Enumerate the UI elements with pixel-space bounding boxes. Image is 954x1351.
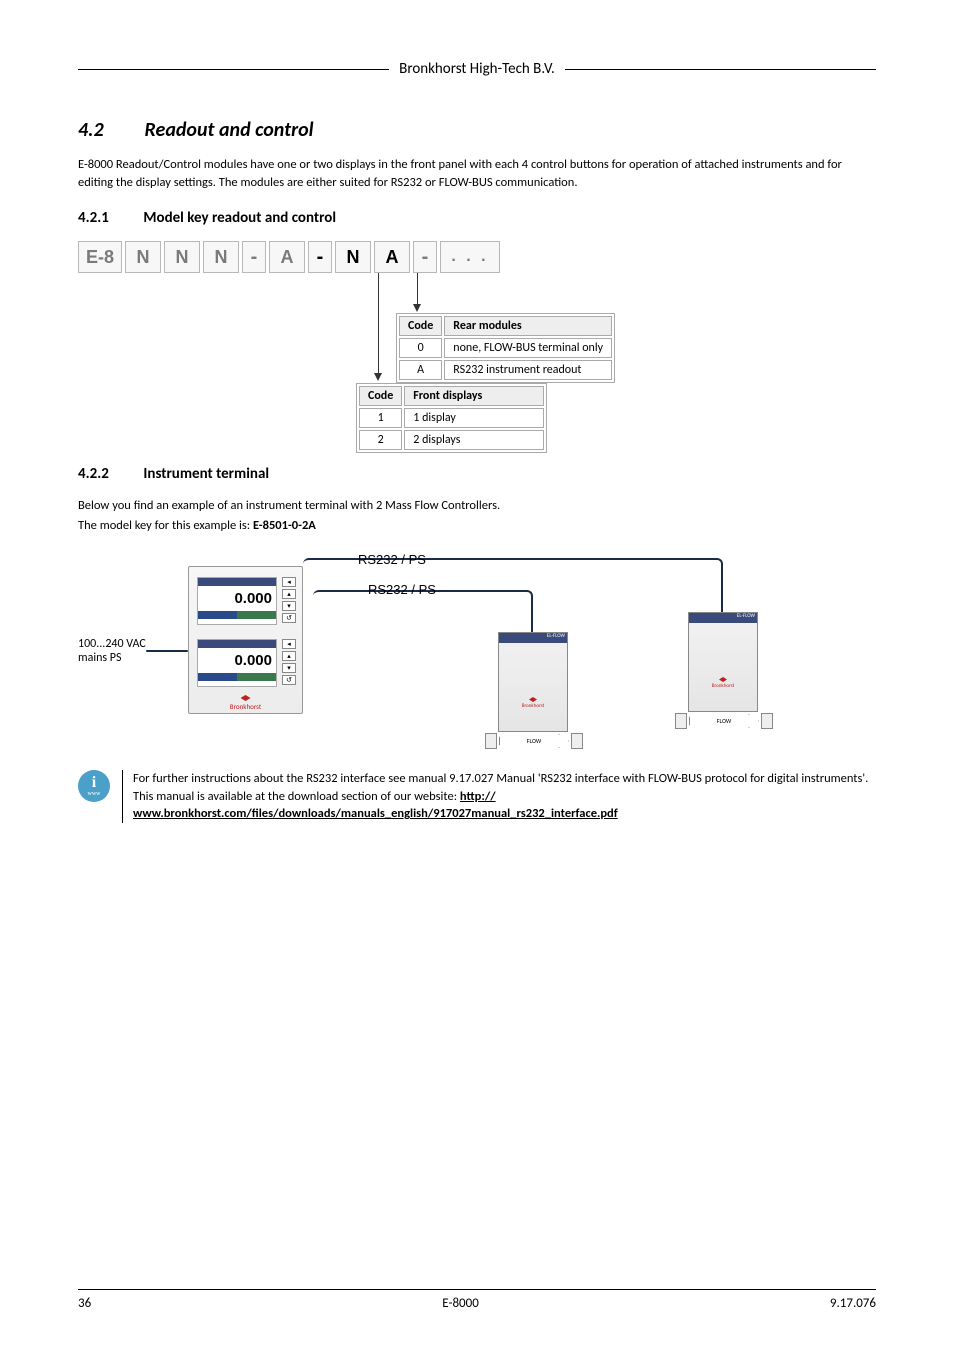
mk-cell: N bbox=[203, 241, 239, 273]
mk-cell: N bbox=[335, 241, 371, 273]
heading-title: Instrument terminal bbox=[143, 465, 269, 483]
display-foot bbox=[198, 673, 276, 681]
mains-1: 100...240 VAC bbox=[78, 637, 146, 651]
fitting-icon bbox=[485, 733, 497, 749]
flow-arrow-icon: FLOW bbox=[689, 714, 759, 728]
mk-cell: - bbox=[413, 241, 437, 273]
td-code: A bbox=[399, 360, 442, 380]
wire bbox=[146, 650, 188, 652]
info-callout: i www For further instructions about the… bbox=[78, 770, 876, 823]
rs232-label-1: RS232 / PS bbox=[358, 552, 426, 567]
heading-num: 4.2.1 bbox=[78, 209, 140, 227]
flow-body: Bronkhorst bbox=[689, 623, 757, 691]
mk-cell: A bbox=[374, 241, 410, 273]
display-bar bbox=[198, 640, 276, 648]
display-value: 0.000 bbox=[198, 586, 276, 607]
heading-num: 4.2.2 bbox=[78, 465, 140, 483]
page-footer: 36 E-8000 9.17.076 bbox=[78, 1289, 876, 1311]
mk-cell: N bbox=[164, 241, 200, 273]
brand-logo: Bronkhorst bbox=[499, 697, 567, 709]
info-text: For further instructions about the RS232… bbox=[122, 770, 876, 823]
mk-cell: A bbox=[269, 241, 305, 273]
connector-line bbox=[378, 273, 379, 375]
arrow-down-icon bbox=[413, 304, 421, 312]
company-name: Bronkhorst High-Tech B.V. bbox=[389, 60, 565, 78]
info-www: www bbox=[88, 791, 101, 797]
rule-left bbox=[78, 69, 389, 70]
display-foot bbox=[198, 611, 276, 619]
mains-label: 100...240 VAC mains PS bbox=[78, 637, 146, 666]
mk-cell: E-8 bbox=[78, 241, 122, 273]
display-2: 0.000 bbox=[197, 639, 277, 687]
mk-cell: - bbox=[308, 241, 332, 273]
sec422-line2: The model key for this example is: E-850… bbox=[78, 517, 876, 535]
info-i: i bbox=[92, 777, 96, 789]
display-1: 0.000 bbox=[197, 577, 277, 625]
info-body: For further instructions about the RS232… bbox=[133, 771, 868, 804]
td-desc: RS232 instrument readout bbox=[444, 360, 612, 380]
connector-line bbox=[417, 273, 418, 306]
flow-controller-2: EL-FLOW Bronkhorst FLOW bbox=[688, 612, 758, 712]
flow-base: FLOW bbox=[675, 711, 773, 731]
mk-cell: - bbox=[242, 241, 266, 273]
display-buttons: ◂▴▾↺ bbox=[282, 639, 298, 685]
rear-modules-table: CodeRear modules 0none, FLOW-BUS termina… bbox=[396, 313, 615, 383]
td-code: 1 bbox=[359, 408, 402, 428]
flow-controller-1: EL-FLOW Bronkhorst FLOW bbox=[498, 632, 568, 732]
heading-4-2: 4.2 Readout and control bbox=[78, 118, 876, 142]
td-code: 2 bbox=[359, 430, 402, 450]
brand-logo: Bronkhorst bbox=[689, 677, 757, 689]
heading-title: Readout and control bbox=[145, 118, 314, 142]
front-displays-table: CodeFront displays 11 display 22 display… bbox=[356, 383, 547, 453]
th-code: Code bbox=[399, 316, 442, 336]
td-desc: 1 display bbox=[404, 408, 544, 428]
fitting-icon bbox=[761, 713, 773, 729]
sec42-body: E-8000 Readout/Control modules have one … bbox=[78, 156, 876, 191]
instrument-terminal-diagram: 100...240 VAC mains PS RS232 / PS RS232 … bbox=[108, 552, 748, 752]
th-desc: Rear modules bbox=[444, 316, 612, 336]
brand-label: Bronkhorst bbox=[189, 695, 302, 711]
fitting-icon bbox=[571, 733, 583, 749]
heading-4-2-1: 4.2.1 Model key readout and control bbox=[78, 209, 876, 227]
rule-right bbox=[565, 69, 876, 70]
page-header: Bronkhorst High-Tech B.V. bbox=[78, 60, 876, 78]
line2-a: The model key for this example is: bbox=[78, 518, 253, 533]
footer-center: E-8000 bbox=[442, 1296, 479, 1311]
td-desc: 2 displays bbox=[404, 430, 544, 450]
model-key-example: E-8501-0-2A bbox=[253, 518, 316, 533]
fitting-icon bbox=[675, 713, 687, 729]
flow-arrow-icon: FLOW bbox=[499, 734, 569, 748]
arrow-down-icon bbox=[374, 373, 382, 381]
flow-top: EL-FLOW bbox=[689, 613, 757, 623]
heading-title: Model key readout and control bbox=[143, 209, 336, 227]
th-code: Code bbox=[359, 386, 402, 406]
readout-device: 0.000 ◂▴▾↺ 0.000 ◂▴▾↺ Bronkhorst bbox=[188, 566, 303, 714]
th-desc: Front displays bbox=[404, 386, 544, 406]
mk-cell: N bbox=[125, 241, 161, 273]
flow-body: Bronkhorst bbox=[499, 643, 567, 711]
mains-2: mains PS bbox=[78, 651, 122, 665]
heading-4-2-2: 4.2.2 Instrument terminal bbox=[78, 465, 876, 483]
model-key-diagram: E-8 N N N - A - N A - . . . CodeRear mod… bbox=[78, 241, 876, 451]
info-www-icon: i www bbox=[78, 770, 110, 802]
flow-top: EL-FLOW bbox=[499, 633, 567, 643]
model-key-row: E-8 N N N - A - N A - . . . bbox=[78, 241, 876, 273]
rs232-label-2: RS232 / PS bbox=[368, 582, 436, 597]
footer-right: 9.17.076 bbox=[830, 1296, 876, 1311]
td-desc: none, FLOW-BUS terminal only bbox=[444, 338, 612, 358]
mk-cell: . . . bbox=[440, 241, 500, 273]
sec422-line1: Below you find an example of an instrume… bbox=[78, 497, 876, 515]
td-code: 0 bbox=[399, 338, 442, 358]
display-buttons: ◂▴▾↺ bbox=[282, 577, 298, 623]
display-bar bbox=[198, 578, 276, 586]
flow-base: FLOW bbox=[485, 731, 583, 751]
heading-num: 4.2 bbox=[78, 118, 140, 142]
page-number: 36 bbox=[78, 1296, 91, 1311]
link-part1: http:// bbox=[460, 789, 496, 804]
link-part2: www.bronkhorst.com/files/downloads/manua… bbox=[133, 806, 618, 821]
display-value: 0.000 bbox=[198, 648, 276, 669]
